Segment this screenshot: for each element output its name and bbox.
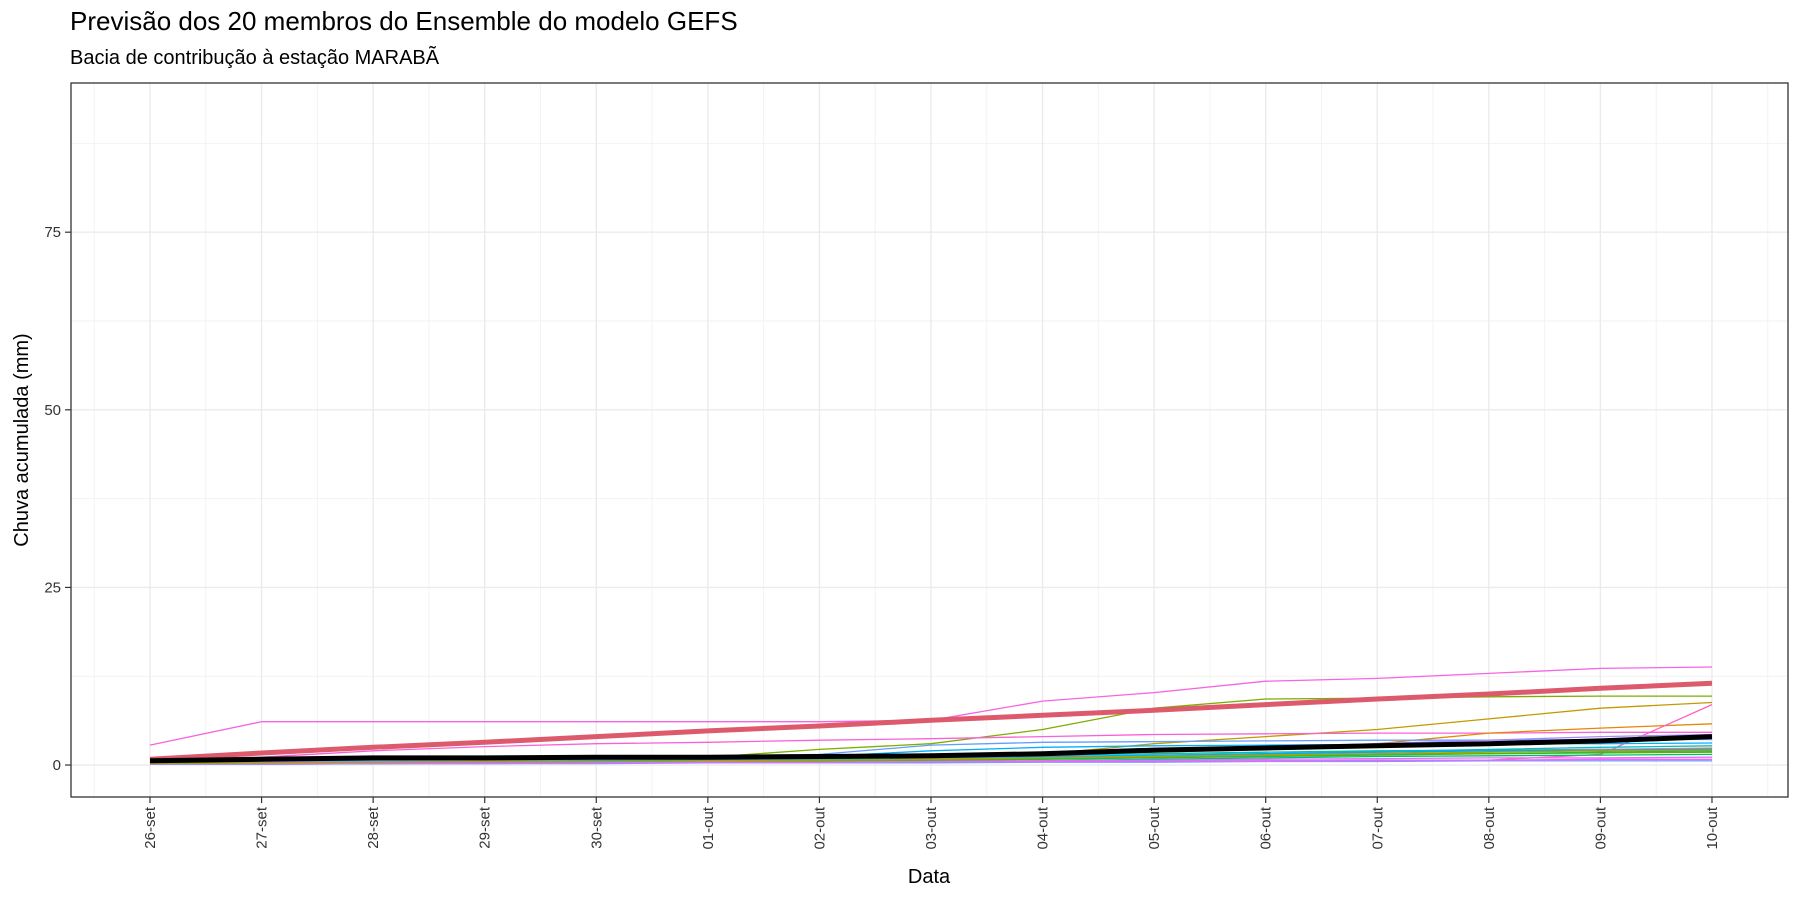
chart-subtitle: Bacia de contribução à estação MARABÃ [70,47,440,69]
x-tick-label: 08-out [1481,806,1498,849]
x-tick-label: 09-out [1592,806,1609,849]
series-lines [149,666,1713,765]
x-axis-title: Data [908,866,951,888]
series-line-22 [149,734,1713,764]
series-line-20 [149,749,1713,765]
x-tick-label: 05-out [1146,806,1163,849]
x-tick-label: 27-set [254,806,271,849]
series-line-18 [150,760,1712,765]
y-tick-label: 0 [53,757,61,774]
series-line-19 [150,758,1712,765]
x-tick-label: 04-out [1035,806,1052,849]
y-axis: 0 25 50 75 [44,224,71,774]
x-tick-label: 28-set [365,806,382,849]
x-tick-label: 26-set [142,806,159,849]
y-tick-label: 50 [44,402,61,419]
y-tick-label: 75 [44,224,61,241]
x-tick-label: 10-out [1704,806,1721,849]
y-axis-title: Chuva acumulada (mm) [11,333,33,546]
x-tick-label: 30-set [588,806,605,849]
x-tick-label: 01-out [700,806,717,849]
x-axis: 26-set 27-set 28-set 29-set 30-set 01-out 02-o… [142,797,1721,850]
plot-panel [71,83,1788,797]
plot-border [70,82,1789,798]
series-line-21 [149,680,1713,762]
x-tick-label: 07-out [1369,806,1386,849]
series-line-4 [149,731,1712,760]
y-tick-label: 25 [44,579,61,596]
grid [71,83,1788,797]
x-tick-label: 02-out [811,806,828,849]
x-tick-label: 29-set [477,806,494,849]
chart-title: Previsão dos 20 membros do Ensemble do m… [70,6,738,36]
x-tick-label: 03-out [923,806,940,849]
x-tick-label: 06-out [1258,806,1275,849]
